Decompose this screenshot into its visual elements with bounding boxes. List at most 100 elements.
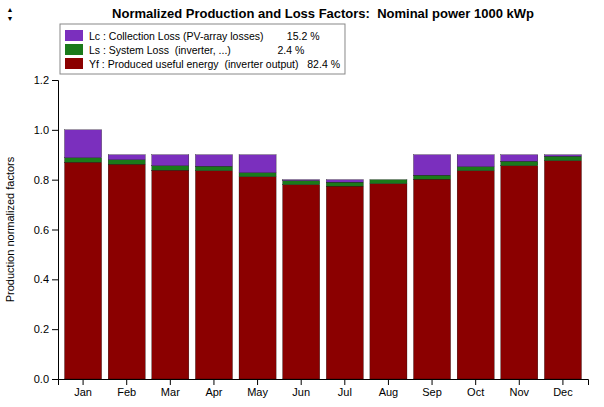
title: Normalized Production and Loss Factors: …	[112, 6, 534, 21]
x-tick: Aug	[379, 379, 399, 398]
x-tick: Sep	[422, 379, 442, 398]
bar	[370, 180, 407, 184]
bar	[195, 166, 232, 170]
bar	[65, 162, 102, 379]
x-tick-mark	[257, 379, 258, 385]
bar	[152, 155, 189, 166]
bar	[544, 156, 581, 160]
bar	[326, 180, 363, 182]
bar	[239, 173, 276, 177]
bar	[457, 155, 494, 167]
bar	[326, 186, 363, 379]
x-axis-line	[59, 380, 589, 386]
x-tick-mark	[475, 379, 476, 385]
plot: JanFebMarAprMayJunJulAugSepOctNovDec0.00…	[34, 74, 589, 398]
x-tick-label: Dec	[553, 386, 573, 398]
bar	[108, 160, 145, 164]
x-tick: Dec	[553, 379, 573, 398]
x-tick-mark	[83, 379, 84, 385]
y-tick-mark	[52, 180, 58, 181]
x-tick: Apr	[205, 379, 222, 398]
x-tick-mark	[344, 379, 345, 385]
x-axis: Jan Feb Mar Apr May Jun Jul Aug Sep Oct Nov Dec	[59, 379, 589, 398]
y-tick: 1.0	[34, 124, 58, 136]
x-tick: Jan	[74, 379, 92, 398]
y-tick-label: 1.2	[34, 74, 49, 86]
bar	[152, 170, 189, 379]
x-tick-label: Nov	[510, 386, 530, 398]
bar	[414, 179, 451, 379]
x-tick-mark	[432, 379, 433, 385]
y-tick-mark	[52, 130, 58, 131]
bar	[152, 166, 189, 170]
x-tick-mark	[519, 379, 520, 385]
y-tick-mark	[52, 230, 58, 231]
x-tick: May	[247, 379, 268, 398]
legend-swatch	[65, 30, 83, 41]
legend-frame	[60, 24, 345, 74]
legend: Lc : Collection Loss (PV-array losses) 1…	[60, 24, 345, 74]
bar	[370, 179, 407, 180]
x-tick-mark	[301, 379, 302, 385]
bar	[195, 155, 232, 166]
y-tick-label: 0.0	[34, 373, 49, 385]
y-tick: 0.2	[34, 323, 58, 335]
bar	[370, 184, 407, 379]
x-tick-label: Sep	[422, 386, 442, 398]
chart: ▲ ▼ Normalized Production and Loss Factors…	[0, 0, 604, 407]
y-tick: 0.6	[34, 224, 58, 236]
bar	[283, 179, 320, 181]
y-axis: 0.0 0.2 0.4 0.6 0.8 1.0 1.2	[34, 74, 59, 385]
y-tick-label: 1.0	[34, 124, 49, 136]
y-axis-line	[52, 81, 59, 380]
x-tick-mark	[388, 379, 389, 385]
bar	[326, 182, 363, 186]
bar	[457, 171, 494, 379]
x-tick-label: Feb	[117, 386, 136, 398]
y-axis-title: Production normalized factors	[4, 156, 16, 302]
bar	[108, 164, 145, 379]
annotation: ▲	[7, 6, 14, 13]
x-tick-mark	[562, 379, 563, 385]
y-tick-mark	[52, 80, 58, 81]
x-tick-mark	[170, 379, 171, 385]
bar	[239, 155, 276, 173]
bar	[457, 167, 494, 171]
y-tick-label: 0.2	[34, 323, 49, 335]
x-tick-mark	[126, 379, 127, 385]
legend-label: Ls : System Loss (inverter, ...) 2.4 %	[89, 44, 304, 56]
bar	[108, 155, 145, 160]
legend-label: Yf : Produced useful energy (inverter ou…	[89, 58, 340, 70]
series	[65, 130, 582, 182]
legend-item: Yf : Produced useful energy (inverter ou…	[65, 58, 340, 70]
x-tick: Feb	[117, 379, 136, 398]
bar	[195, 171, 232, 379]
bar	[65, 158, 102, 162]
bar	[544, 155, 581, 156]
bar	[501, 161, 538, 165]
bar	[65, 130, 102, 158]
x-tick-label: Oct	[467, 386, 484, 398]
y-tick-label: 0.8	[34, 174, 49, 186]
bars	[65, 130, 582, 379]
x-tick: Oct	[467, 379, 484, 398]
x-tick: Jun	[292, 379, 310, 398]
y-tick: 0.4	[34, 273, 58, 285]
x-tick-label: Jul	[338, 386, 352, 398]
y-tick: 0.0	[34, 373, 58, 385]
bar	[414, 155, 451, 175]
bar	[501, 166, 538, 379]
x-tick-label: May	[247, 386, 268, 398]
bar	[414, 175, 451, 179]
legend-swatch	[65, 58, 83, 69]
y-tick: 1.2	[34, 74, 58, 86]
annotation: ▼	[7, 15, 14, 22]
x-tick-label: Jan	[74, 386, 92, 398]
x-tick-label: Mar	[161, 386, 180, 398]
bar	[283, 185, 320, 379]
y-tick-label: 0.6	[34, 224, 49, 236]
series	[65, 161, 582, 379]
y-tick-mark	[52, 329, 58, 330]
x-tick-label: Aug	[379, 386, 399, 398]
legend-label: Lc : Collection Loss (PV-array losses) 1…	[89, 30, 320, 42]
